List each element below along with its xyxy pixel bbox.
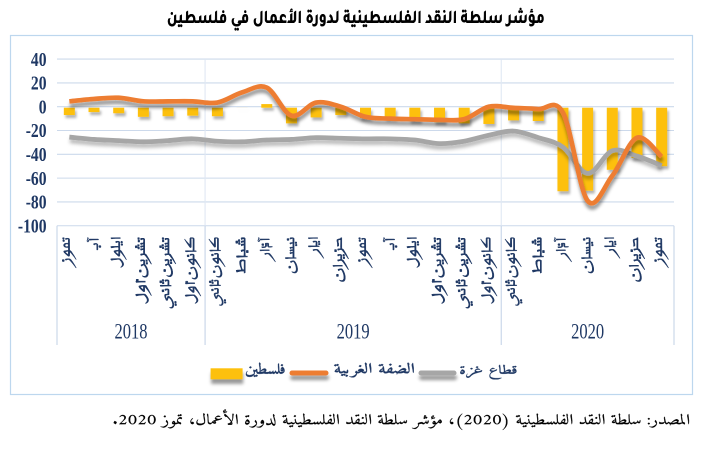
svg-text:0: 0: [39, 95, 47, 117]
svg-text:2019: 2019: [337, 320, 370, 344]
svg-text:2018: 2018: [115, 320, 148, 344]
svg-text:-100: -100: [18, 215, 47, 237]
svg-text:-80: -80: [26, 191, 47, 213]
svg-text:-40: -40: [26, 143, 47, 165]
svg-text:20: 20: [31, 72, 47, 94]
svg-text:-20: -20: [26, 119, 47, 141]
svg-text:-60: -60: [26, 167, 47, 189]
svg-text:2020: 2020: [571, 320, 604, 344]
svg-text:40: 40: [31, 48, 47, 70]
